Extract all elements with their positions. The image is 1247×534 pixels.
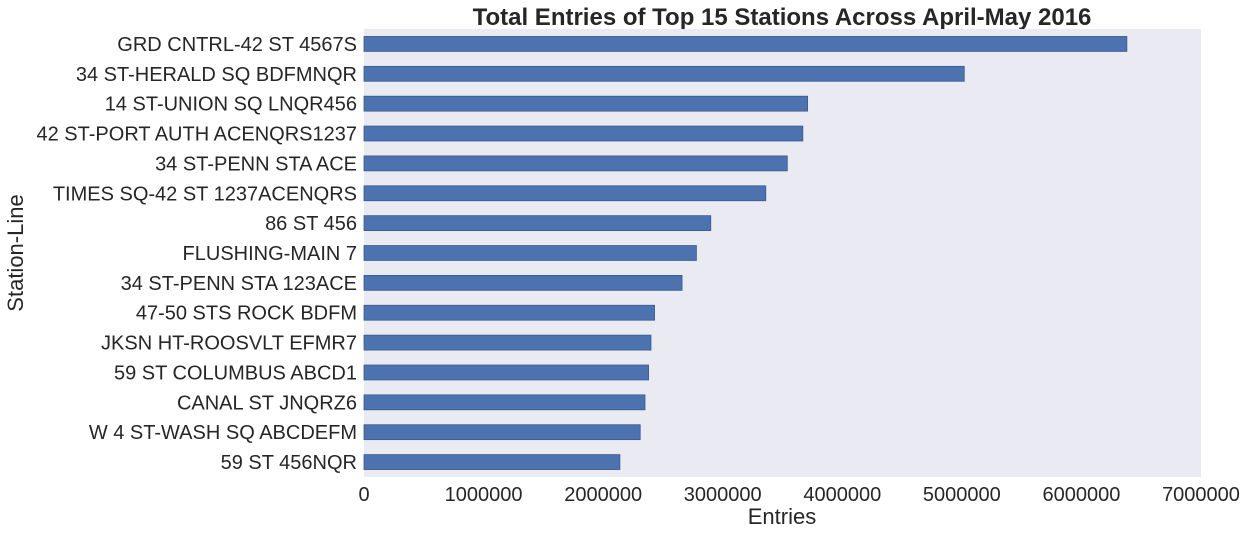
x-tick-label: 1000000 [445,484,523,506]
x-tick-label: 7000000 [1162,484,1240,506]
bar [363,185,767,202]
y-tick-label: TIMES SQ-42 ST 1237ACENQRS [53,183,357,205]
bar [363,334,652,351]
y-tick-label: 14 ST-UNION SQ LNQR456 [105,94,357,116]
y-tick-label: 59 ST COLUMBUS ABCD1 [114,362,357,384]
bars-group [363,36,1128,470]
bar [363,304,655,321]
x-tick-label: 5000000 [923,484,1001,506]
y-tick-labels: GRD CNTRL-42 ST 4567S 34 ST-HERALD SQ BDF… [37,34,358,474]
y-tick-label: CANAL ST JNQRZ6 [177,392,357,414]
y-tick-label: W 4 ST-WASH SQ ABCDEFM [89,422,357,444]
y-tick-label: 86 ST 456 [265,213,357,235]
y-tick-label: FLUSHING-MAIN 7 [183,243,357,265]
bar [363,245,697,261]
y-axis-label: Station-Line [3,194,28,311]
y-tick-label: GRD CNTRL-42 ST 4567S [117,34,357,56]
y-tick-label: 47-50 STS ROCK BDFM [136,303,357,325]
bar [363,424,641,441]
bar [363,155,788,172]
y-tick-label: 42 ST-PORT AUTH ACENQRS1237 [37,124,358,146]
x-tick-label: 6000000 [1042,484,1120,506]
bar [363,95,809,112]
bar [363,394,646,411]
bar [363,364,649,381]
bar [363,125,804,142]
bar [363,215,712,232]
y-tick-label: 59 ST 456NQR [221,452,357,474]
bar [363,65,965,82]
chart-title: Total Entries of Top 15 Stations Across … [473,4,1092,31]
x-tick-label: 2000000 [564,484,642,506]
x-tick-label: 3000000 [684,484,762,506]
x-axis-label: Entries [748,504,816,529]
bar [363,274,683,291]
x-tick-label: 0 [358,484,369,506]
x-tick-labels: 0 1000000 2000000 3000000 4000000 5000000 6000… [358,484,1240,506]
bar [363,454,621,470]
y-tick-label: 34 ST-HERALD SQ BDFMNQR [76,64,357,86]
y-tick-label: 34 ST-PENN STA 123ACE [121,273,357,295]
bar [363,36,1128,52]
x-tick-label: 4000000 [803,484,881,506]
y-tick-label: JKSN HT-ROOSVLT EFMR7 [101,333,357,355]
y-tick-label: 34 ST-PENN STA ACE [155,153,357,175]
